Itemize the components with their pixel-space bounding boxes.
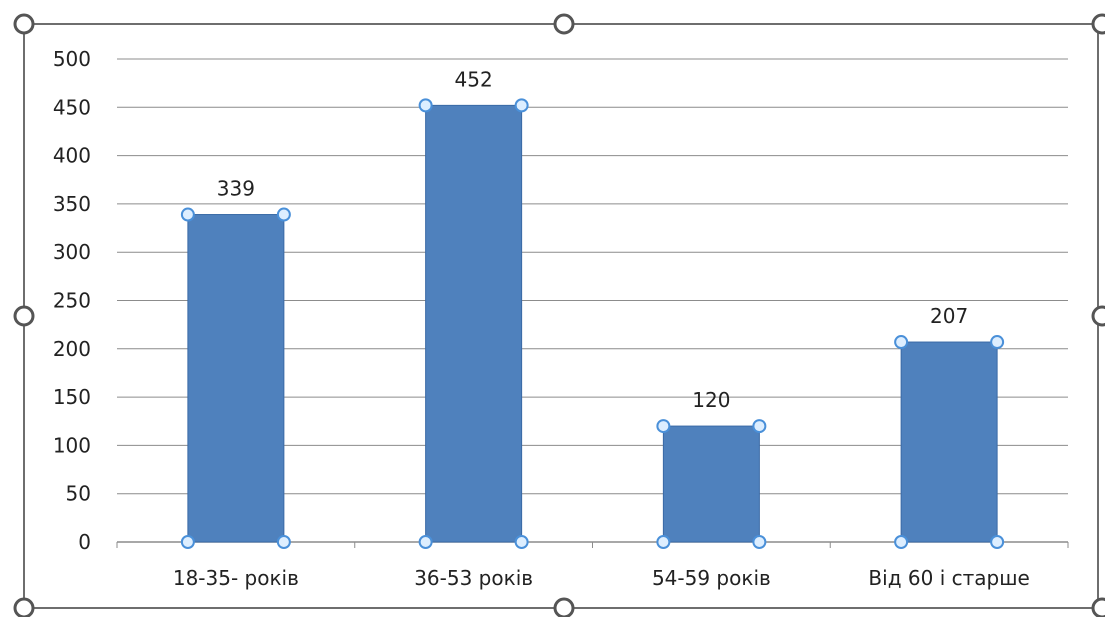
data-label: 207 — [930, 304, 968, 328]
bar-1[interactable] — [187, 214, 285, 543]
bar-selection-handle[interactable] — [752, 535, 767, 549]
x-category-label: 54-59 років — [652, 566, 771, 590]
x-category-label: 18-35- років — [173, 566, 299, 590]
y-tick-label: 450 — [53, 95, 91, 119]
resize-handle[interactable] — [13, 13, 35, 35]
selection-handles[interactable] — [13, 13, 1105, 617]
y-tick-label: 300 — [53, 240, 91, 264]
bar-selection-handle[interactable] — [752, 419, 767, 434]
bar-selection-handle[interactable] — [656, 419, 671, 434]
bar-2[interactable] — [425, 104, 523, 543]
axes — [116, 541, 1069, 548]
bar-selection-handle[interactable] — [514, 98, 529, 113]
y-tick-label: 0 — [78, 530, 91, 554]
x-category-label: 36-53 років — [414, 566, 533, 590]
bar-selection-handle[interactable] — [894, 335, 909, 350]
data-label: 452 — [455, 67, 493, 91]
resize-handle[interactable] — [13, 305, 35, 327]
bar-selection-handle[interactable] — [180, 207, 195, 222]
bar-selection-handle[interactable] — [990, 335, 1005, 350]
data-label: 120 — [692, 388, 730, 412]
y-tick-label: 500 — [53, 47, 91, 71]
data-label: 339 — [217, 177, 255, 201]
y-tick-label: 250 — [53, 289, 91, 313]
y-tick-label: 100 — [53, 433, 91, 457]
resize-handle[interactable] — [553, 13, 575, 35]
bar-selection-handle[interactable] — [418, 98, 433, 113]
bar-selection-handle[interactable] — [276, 535, 291, 549]
x-category-label: Від 60 і старше — [868, 566, 1029, 590]
labels: 0 50 100 150 200 250 300 350 400 450 500 339 18-35- … — [53, 47, 1030, 590]
resize-handle[interactable] — [1091, 305, 1105, 327]
resize-handle[interactable] — [13, 597, 35, 617]
bar-3[interactable] — [662, 425, 760, 543]
bar-selection-handle[interactable] — [990, 535, 1005, 549]
y-tick-label: 350 — [53, 192, 91, 216]
bar-selection-handle[interactable] — [276, 207, 291, 222]
bar-selection-handle[interactable] — [180, 535, 195, 549]
bars — [187, 104, 998, 543]
bar-selection-handle[interactable] — [894, 535, 909, 549]
bar-selection-handle[interactable] — [514, 535, 529, 549]
bar-selection-handle[interactable] — [656, 535, 671, 549]
y-tick-label: 400 — [53, 144, 91, 168]
y-tick-label: 200 — [53, 337, 91, 361]
resize-handle[interactable] — [1091, 597, 1105, 617]
bar-selection-handle[interactable] — [418, 535, 433, 549]
y-tick-label: 50 — [66, 482, 91, 506]
y-tick-label: 150 — [53, 385, 91, 409]
resize-handle[interactable] — [1091, 13, 1105, 35]
bar-4[interactable] — [900, 341, 998, 543]
resize-handle[interactable] — [553, 597, 575, 617]
